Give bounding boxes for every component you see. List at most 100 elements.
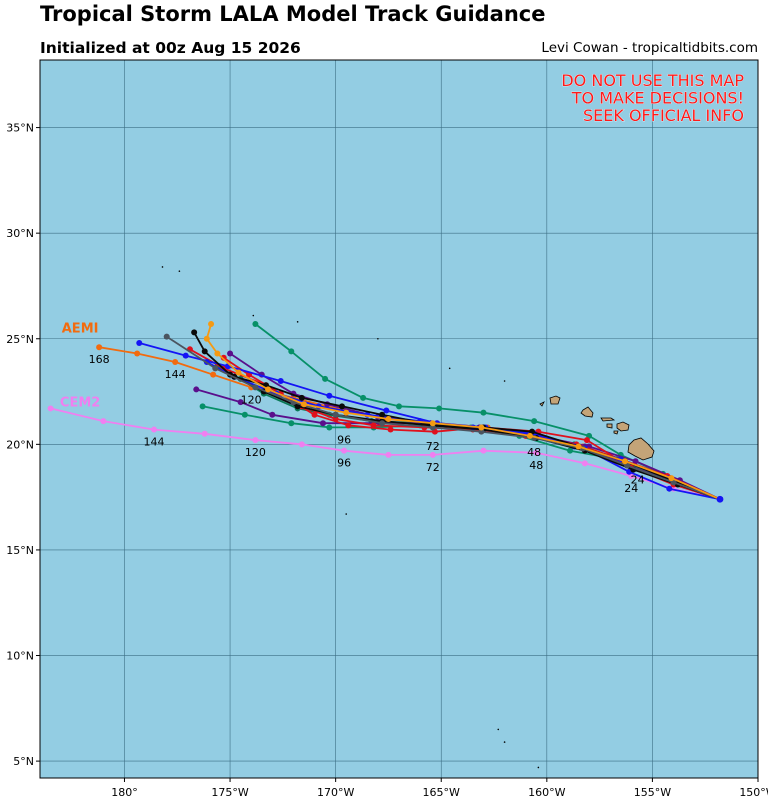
track-point xyxy=(201,430,208,437)
track-point xyxy=(136,339,143,346)
track-point xyxy=(208,320,215,327)
atoll-marker xyxy=(497,728,500,731)
track-point xyxy=(203,335,210,342)
lat-tick-label: 5°N xyxy=(13,755,34,768)
track-point xyxy=(480,447,487,454)
atoll-marker xyxy=(377,337,379,340)
track-point xyxy=(288,420,295,427)
track-point xyxy=(360,394,367,401)
track-point xyxy=(621,458,628,465)
track-point xyxy=(478,424,485,431)
track-point xyxy=(326,424,333,431)
track-point xyxy=(383,407,390,414)
atoll-marker xyxy=(537,766,540,769)
forecast-hour-label: 96 xyxy=(337,457,351,470)
track-point xyxy=(338,403,345,410)
forecast-hour-label: 48 xyxy=(529,459,543,472)
track-point xyxy=(379,411,386,418)
lat-tick-label: 25°N xyxy=(6,333,34,346)
track-point xyxy=(182,352,189,359)
lat-tick-label: 30°N xyxy=(6,227,34,240)
track-point xyxy=(241,411,248,418)
forecast-hour-label: 72 xyxy=(426,440,440,453)
model-name-label: AEMI xyxy=(62,321,99,336)
track-point xyxy=(385,451,392,458)
atoll-marker xyxy=(252,314,255,317)
atoll-marker xyxy=(178,270,181,272)
track-point xyxy=(163,333,170,340)
track-point xyxy=(235,369,242,376)
lat-tick-label: 10°N xyxy=(6,650,34,663)
forecast-hour-label: 144 xyxy=(165,368,186,381)
axis-ticks: 180° 175°W 170°W 165°W 160°W 155°W 150°W 5°N 10°… xyxy=(6,122,768,799)
track-point xyxy=(396,403,402,410)
atoll-marker xyxy=(503,380,506,382)
forecast-hour-label: 48 xyxy=(527,446,541,459)
lon-tick-label: 180° xyxy=(111,786,138,799)
track-point xyxy=(298,394,305,401)
track-point xyxy=(237,399,244,406)
track-point xyxy=(387,426,394,433)
island-maui xyxy=(616,421,630,432)
forecast-hour-label: 120 xyxy=(241,393,262,406)
track-point xyxy=(526,432,533,439)
small-atolls xyxy=(161,266,540,769)
atoll-marker xyxy=(448,367,451,370)
track-point xyxy=(343,409,350,416)
island-kahoolawe xyxy=(613,430,619,435)
forecast-hour-label: 24 xyxy=(624,482,638,495)
track-point xyxy=(632,458,639,465)
forecast-hour-label: 72 xyxy=(426,461,440,474)
track-point xyxy=(311,411,318,418)
model-name-label: CEM2 xyxy=(60,395,100,410)
track-point xyxy=(326,392,333,399)
track-point xyxy=(429,420,436,427)
track-point xyxy=(172,358,179,365)
track-point xyxy=(429,451,436,458)
track-point xyxy=(265,386,272,393)
track-point xyxy=(151,426,158,433)
track-point xyxy=(429,424,436,431)
model-tracks xyxy=(47,320,724,503)
track-point xyxy=(575,443,582,450)
track-point xyxy=(379,420,386,427)
track-point xyxy=(277,377,284,384)
track-point xyxy=(252,384,259,391)
island-lanai xyxy=(606,423,613,429)
map-title: Tropical Storm LALA Model Track Guidance xyxy=(40,2,546,26)
track-point xyxy=(252,437,259,444)
track-point xyxy=(201,348,208,355)
track-point xyxy=(220,354,227,361)
hawaii-islands xyxy=(539,395,655,461)
track-point xyxy=(345,422,352,429)
track-point xyxy=(583,437,590,444)
forecast-hour-label: 168 xyxy=(89,353,110,366)
track-point xyxy=(227,350,234,357)
track-point xyxy=(666,485,673,492)
island-niihau xyxy=(539,401,545,407)
lon-tick-label: 175°W xyxy=(211,786,248,799)
track-point xyxy=(567,447,574,454)
track-point xyxy=(322,375,329,382)
init-time-subtitle: Initialized at 00z Aug 15 2026 xyxy=(40,39,301,57)
track-point xyxy=(134,350,141,357)
forecast-hour-label: 24 xyxy=(631,474,645,487)
track-point xyxy=(478,428,485,435)
track-point xyxy=(332,411,339,418)
lat-tick-label: 20°N xyxy=(6,438,34,451)
track-point xyxy=(581,460,588,467)
track-point xyxy=(288,348,295,355)
island-kauai xyxy=(549,395,561,405)
track-point xyxy=(100,418,107,425)
warning-line: TO MAKE DECISIONS! xyxy=(571,89,744,108)
track-point xyxy=(385,416,392,422)
track-point xyxy=(210,371,217,378)
warning-line: DO NOT USE THIS MAP xyxy=(561,71,744,90)
track-point xyxy=(47,405,54,412)
island-oahu xyxy=(580,406,594,418)
lon-tick-label: 150°W xyxy=(739,786,768,799)
track-point xyxy=(436,405,443,412)
track-point xyxy=(294,403,301,410)
